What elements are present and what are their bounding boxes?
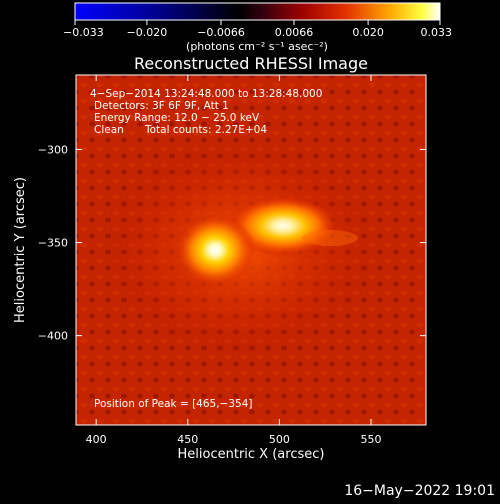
annotation-counts: Total counts: 2.27E+04 [144,124,267,136]
colorbar-tick-label: −0.0066 [197,26,245,39]
y-axis-ticks: −300 −350 −400 [38,143,426,343]
colorbar-unit-label: (photons cm⁻² s⁻¹ asec⁻²) [186,40,328,53]
colorbar-ticks: −0.033 −0.020 −0.0066 0.0066 0.020 0.033 [63,20,452,39]
annotation-peak-position: Position of Peak = [465,−354] [94,398,253,410]
colorbar-tick-label: 0.020 [352,26,384,39]
x-tick-label: 450 [177,433,198,446]
source-tail [302,230,358,246]
colorbar-gradient [74,2,441,21]
x-tick-label: 500 [269,433,290,446]
footer-timestamp: 16−May−2022 19:01 [344,483,495,499]
source-north [228,195,339,256]
annotation-detectors: Detectors: 3F 6F 9F, Att 1 [94,100,229,112]
annotation-method: Clean [94,124,124,136]
image-plot [76,75,426,425]
colorbar-tick-label: −0.033 [63,26,104,39]
x-axis-label: Heliocentric X (arcsec) [178,447,325,462]
chart-title: Reconstructed RHESSI Image [134,54,368,73]
x-axis-ticks: 400 450 500 550 [86,75,382,446]
annotation-time-range: 4−Sep−2014 13:24:48.000 to 13:28:48.000 [90,88,322,100]
x-tick-label: 550 [361,433,382,446]
colorbar-tick-label: 0.0066 [275,26,314,39]
plot-annotations: 4−Sep−2014 13:24:48.000 to 13:28:48.000 … [90,88,322,410]
y-tick-label: −400 [38,330,68,343]
y-tick-label: −300 [38,143,68,156]
colorbar-tick-label: −0.020 [127,26,168,39]
y-axis-label: Heliocentric Y (arcsec) [13,177,28,323]
x-tick-label: 400 [86,433,107,446]
colorbar-tick-label: 0.033 [421,26,453,39]
annotation-energy: Energy Range: 12.0 − 25.0 keV [94,112,260,124]
colorbar: −0.033 −0.020 −0.0066 0.0066 0.020 0.033 (pho… [63,2,452,53]
plot-frame [75,74,427,426]
source-peak [175,214,256,286]
y-tick-label: −350 [38,237,68,250]
